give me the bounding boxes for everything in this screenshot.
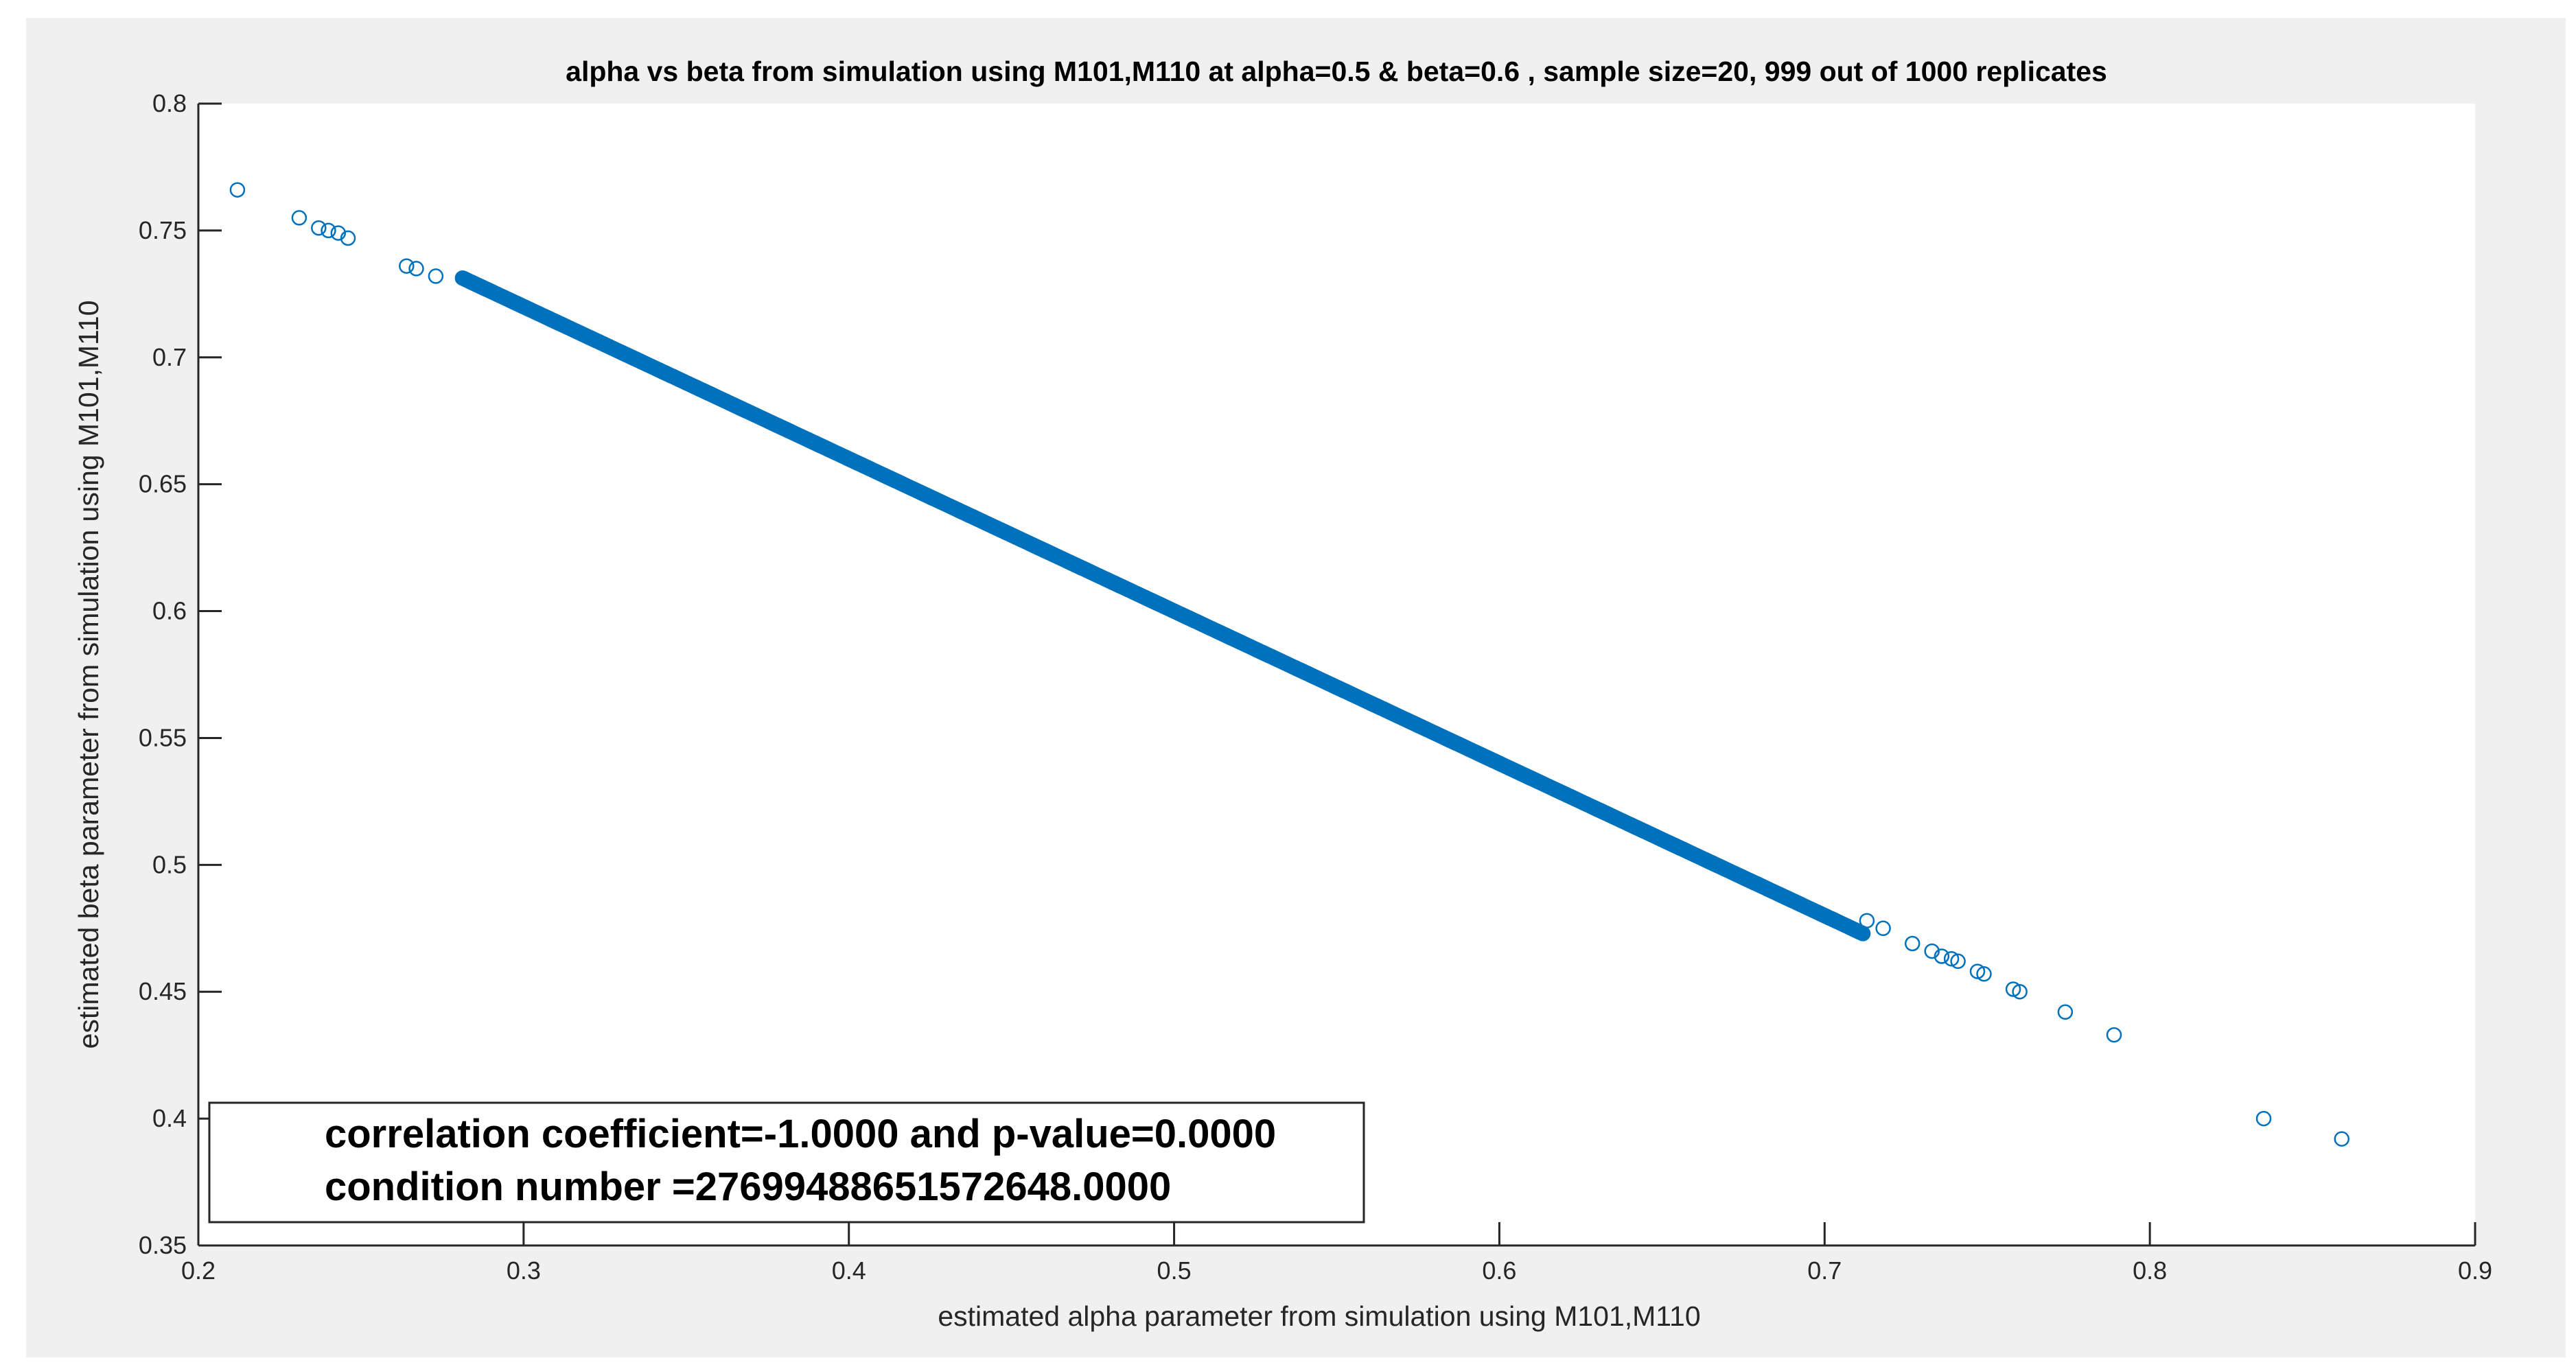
scatter-point: [311, 220, 327, 236]
scatter-point: [2005, 981, 2021, 997]
y-tick-label: 0.75: [139, 216, 187, 244]
x-tick-label: 0.4: [832, 1256, 866, 1285]
scatter-point: [2012, 983, 2028, 1000]
annotation-line-2: condition number =27699488651572648.0000: [325, 1165, 1171, 1209]
axes-background: [198, 104, 2475, 1245]
y-tick-label: 0.4: [152, 1104, 187, 1132]
x-tick-label: 0.3: [507, 1256, 541, 1285]
y-axis-label: estimated beta parameter from simulation…: [73, 301, 104, 1049]
scatter-points: [229, 182, 2349, 1147]
scatter-point: [428, 268, 444, 284]
y-tick-label: 0.55: [139, 723, 187, 751]
scatter-point: [399, 258, 415, 274]
scatter-point: [340, 230, 356, 246]
scatter-point: [2057, 1004, 2074, 1020]
scatter-point: [2255, 1110, 2272, 1127]
x-axis-label: estimated alpha parameter from simulatio…: [938, 1300, 1700, 1332]
scatter-point: [330, 225, 347, 241]
x-tick-label: 0.5: [1157, 1256, 1192, 1285]
annotation-line-1: correlation coefficient=-1.0000 and p-va…: [325, 1112, 1276, 1156]
y-tick-label: 0.6: [152, 597, 187, 625]
x-tick-label: 0.6: [1482, 1256, 1516, 1285]
scatter-point: [2334, 1131, 2349, 1147]
scatter-point: [408, 261, 424, 277]
x-tick-label: 0.7: [1807, 1256, 1842, 1285]
y-tick-label: 0.35: [139, 1231, 187, 1259]
scatter-point: [291, 210, 308, 226]
scatter-point: [229, 182, 246, 198]
scatter-point: [1943, 950, 1960, 967]
x-tick-label: 0.8: [2133, 1256, 2167, 1285]
scatter-point: [1875, 920, 1891, 937]
scatter-point: [1976, 966, 1992, 982]
scatter-point: [1950, 953, 1966, 970]
axes: [197, 104, 2475, 1247]
y-tick-label: 0.7: [152, 343, 187, 371]
y-ticks: 0.35 0.4 0.45 0.5 0.55 0.6 0.65 0.7 0.75 0.8: [139, 89, 222, 1259]
y-tick-label: 0.65: [139, 470, 187, 498]
annotation-box: correlation coefficient=-1.0000 and p-va…: [208, 1101, 1365, 1224]
scatter-point: [1924, 943, 1940, 959]
scatter-point: [1904, 935, 1921, 952]
y-tick-label: 0.8: [152, 89, 187, 117]
scatter-point: [2106, 1027, 2122, 1043]
x-ticks: 0.2 0.3 0.4 0.5 0.6 0.7 0.8 0.9: [181, 1222, 2492, 1285]
annotation-box-border: [208, 1101, 1365, 1224]
x-tick-label: 0.9: [2458, 1256, 2492, 1285]
y-tick-label: 0.5: [152, 850, 187, 878]
chart-title: alpha vs beta from simulation using M101…: [566, 56, 2107, 87]
scatter-point: [1855, 926, 1871, 941]
scatter-point: [1969, 963, 1986, 979]
scatter-point: [1934, 948, 1950, 964]
y-tick-label: 0.45: [139, 977, 187, 1005]
scatter-point: [321, 222, 336, 239]
x-tick-label: 0.2: [181, 1256, 216, 1285]
